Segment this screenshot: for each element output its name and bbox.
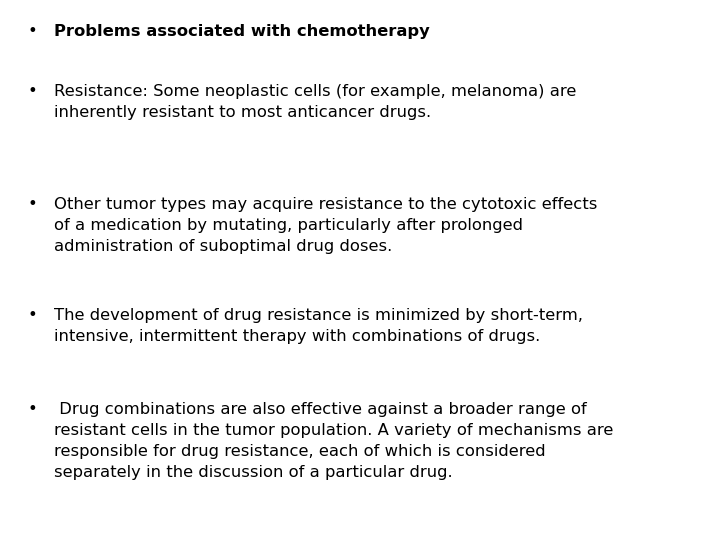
Text: Problems associated with chemotherapy: Problems associated with chemotherapy <box>54 24 430 39</box>
Text: Resistance: Some neoplastic cells (for example, melanoma) are
inherently resista: Resistance: Some neoplastic cells (for e… <box>54 84 577 120</box>
Text: •: • <box>27 84 37 99</box>
Text: •: • <box>27 402 37 417</box>
Text: •: • <box>27 24 37 39</box>
Text: •: • <box>27 197 37 212</box>
Text: Other tumor types may acquire resistance to the cytotoxic effects
of a medicatio: Other tumor types may acquire resistance… <box>54 197 598 254</box>
Text: The development of drug resistance is minimized by short-term,
intensive, interm: The development of drug resistance is mi… <box>54 308 583 344</box>
Text: Drug combinations are also effective against a broader range of
resistant cells : Drug combinations are also effective aga… <box>54 402 613 480</box>
Text: •: • <box>27 308 37 323</box>
